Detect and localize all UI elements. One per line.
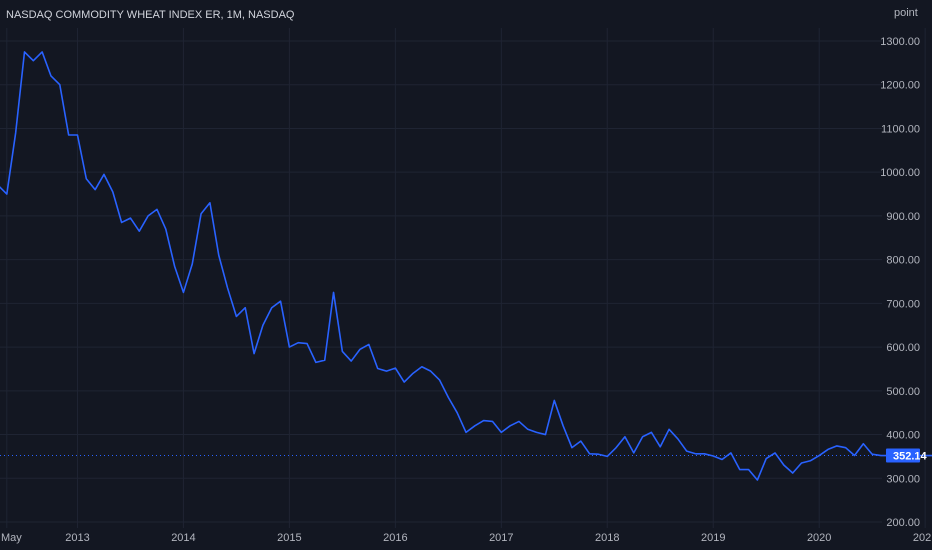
y-tick-label: 800.00 [886,255,920,267]
x-tick-label: May [1,532,22,544]
x-tick-label: 2017 [489,532,513,544]
x-tick-label: 2020 [807,532,831,544]
last-value-badge-text: 352.14 [893,450,928,462]
y-tick-label: 1000.00 [880,167,920,179]
y-tick-label: 200.00 [886,517,920,529]
points-layer [6,51,926,481]
last-value-badge-bg [886,448,920,463]
y-tick-label: 900.00 [886,211,920,223]
y-tick-label: 600.00 [886,342,920,354]
y-tick-label: 1100.00 [881,123,920,135]
grid-layer [0,28,926,528]
y-tick-label: 400.00 [886,430,920,442]
x-tick-label: 2015 [277,532,301,544]
x-tick-label: 2018 [595,532,619,544]
x-tick-label: 2019 [701,532,725,544]
y-tick-label: 300.00 [886,473,920,485]
chart-title: NASDAQ COMMODITY WHEAT INDEX ER, 1M, NAS… [6,9,295,21]
y-tick-label: 500.00 [886,386,920,398]
x-tick-label: 2014 [171,532,195,544]
x-axis[interactable]: May201320142015201620172018201920202021S… [1,532,932,544]
x-tick-label: 2021 [913,532,932,544]
x-tick-label: 2013 [65,532,89,544]
y-tick-label: 1300.00 [880,36,920,48]
y-tick-label: 700.00 [886,298,920,310]
y-tick-label: 1200.00 [880,80,920,92]
x-tick-label: 2016 [383,532,407,544]
y-axis-unit: point [894,7,918,19]
series-line [0,51,932,481]
last-value-badge: 352.14 [886,448,928,463]
y-axis[interactable]: 200.00 300.00 400.00 500.00 600.00 700.00 800.… [880,36,920,529]
